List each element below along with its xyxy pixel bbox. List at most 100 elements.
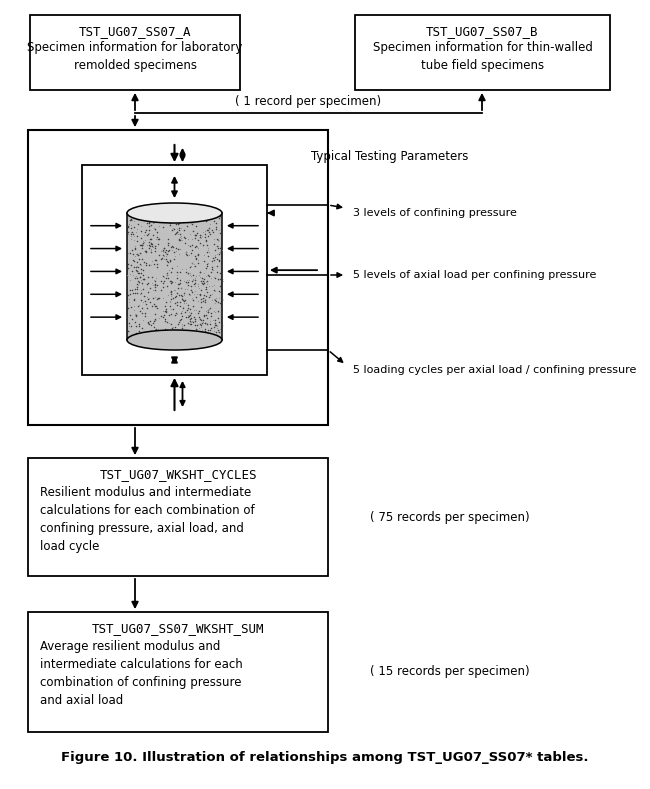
- Point: [134, 317, 144, 330]
- Point: [185, 267, 196, 279]
- Point: [147, 324, 157, 337]
- Point: [200, 293, 211, 305]
- Point: [130, 242, 140, 255]
- Point: [179, 287, 190, 300]
- Point: [143, 316, 153, 329]
- Point: [181, 263, 192, 275]
- Point: [212, 210, 222, 222]
- Point: [194, 305, 204, 318]
- Point: [190, 284, 200, 297]
- Point: [153, 208, 164, 220]
- Point: [199, 273, 209, 286]
- Point: [128, 286, 138, 299]
- Point: [172, 308, 182, 320]
- Point: [153, 232, 164, 245]
- Point: [174, 213, 185, 226]
- Point: [216, 275, 227, 287]
- Point: [144, 219, 154, 232]
- Point: [199, 292, 209, 305]
- Point: [157, 305, 168, 317]
- Point: [124, 317, 135, 330]
- Point: [129, 261, 140, 274]
- Point: [211, 320, 222, 333]
- Point: [168, 222, 178, 234]
- Point: [213, 273, 223, 286]
- Point: [155, 327, 165, 340]
- Point: [213, 207, 223, 219]
- Point: [185, 331, 196, 343]
- Ellipse shape: [127, 203, 222, 223]
- Point: [161, 305, 171, 318]
- Point: [195, 265, 205, 278]
- Point: [157, 244, 168, 256]
- Point: [132, 272, 142, 285]
- Point: [172, 224, 182, 237]
- Point: [138, 290, 149, 302]
- Point: [159, 241, 170, 254]
- Point: [200, 276, 211, 289]
- Point: [194, 230, 205, 243]
- Point: [194, 288, 204, 301]
- Point: [136, 301, 147, 314]
- Point: [163, 289, 174, 301]
- Point: [180, 306, 190, 319]
- Point: [151, 260, 162, 273]
- Point: [150, 274, 160, 286]
- Point: [175, 277, 185, 290]
- Point: [125, 259, 136, 271]
- Point: [149, 216, 159, 229]
- Point: [192, 249, 203, 261]
- Point: [140, 290, 150, 302]
- Point: [176, 228, 186, 241]
- Point: [183, 276, 193, 289]
- Point: [191, 327, 202, 340]
- Point: [159, 299, 170, 312]
- Point: [177, 301, 188, 314]
- Point: [200, 228, 211, 241]
- Point: [209, 305, 220, 317]
- Point: [176, 281, 187, 294]
- Point: [137, 321, 148, 334]
- Point: [207, 287, 218, 300]
- Point: [166, 307, 176, 320]
- Point: [177, 210, 188, 222]
- Point: [188, 330, 199, 342]
- Point: [167, 321, 177, 334]
- Point: [124, 288, 134, 301]
- Point: [211, 329, 222, 342]
- Point: [207, 260, 217, 273]
- Bar: [28, 612, 328, 732]
- Text: 3 levels of confining pressure: 3 levels of confining pressure: [353, 208, 517, 218]
- Point: [189, 288, 200, 301]
- Point: [177, 292, 187, 305]
- Point: [167, 214, 177, 226]
- Point: [207, 264, 218, 277]
- Point: [125, 233, 136, 245]
- Point: [137, 314, 148, 327]
- Point: [178, 301, 188, 313]
- Point: [172, 296, 183, 308]
- Point: [153, 233, 163, 245]
- Point: [146, 243, 156, 256]
- Point: [210, 251, 220, 264]
- Point: [129, 287, 140, 300]
- Point: [144, 217, 154, 230]
- Point: [211, 221, 222, 234]
- Point: [151, 253, 162, 266]
- Point: [185, 302, 195, 315]
- Point: [152, 291, 162, 304]
- Point: [210, 249, 220, 261]
- Point: [170, 249, 180, 262]
- Point: [216, 319, 227, 331]
- Point: [187, 323, 197, 336]
- Point: [181, 245, 192, 258]
- Point: [193, 307, 203, 320]
- Point: [125, 308, 136, 321]
- Point: [161, 250, 172, 263]
- Point: [136, 232, 146, 245]
- Point: [131, 333, 141, 346]
- Point: [164, 316, 174, 329]
- Point: [136, 241, 147, 254]
- Point: [181, 248, 192, 260]
- Text: Typical Testing Parameters: Typical Testing Parameters: [311, 150, 469, 163]
